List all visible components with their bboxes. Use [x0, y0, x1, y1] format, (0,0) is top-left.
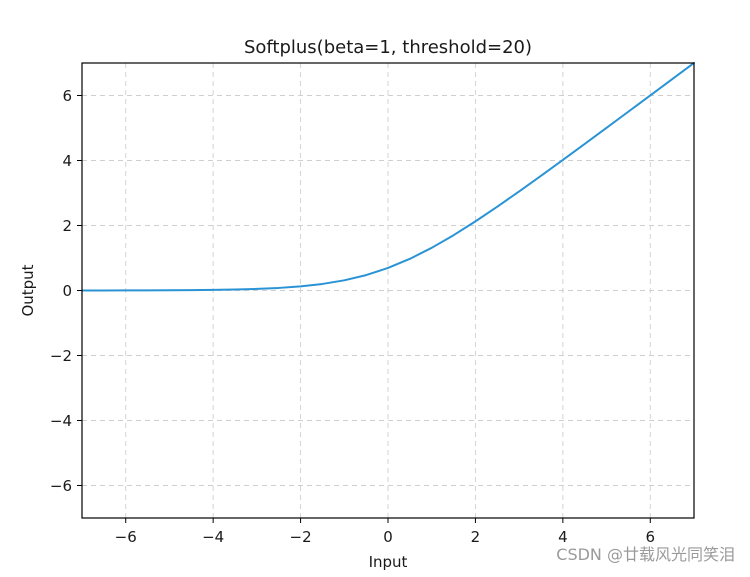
x-tick-label: 6 [646, 528, 656, 546]
x-axis-label: Input [369, 553, 408, 571]
tick-layer: −6 −4 −2 0 2 4 6 −6 −4 −2 0 2 4 6 [50, 87, 655, 546]
chart-title: Softplus(beta=1, threshold=20) [244, 37, 532, 58]
x-tick-label: −6 [115, 528, 137, 546]
x-tick-label: −4 [202, 528, 224, 546]
y-axis-label: Output [19, 264, 37, 316]
x-tick-label: 0 [383, 528, 393, 546]
y-tick-label: 4 [62, 152, 72, 170]
x-tick-label: 2 [471, 528, 481, 546]
y-tick-label: −6 [50, 477, 72, 495]
series-layer [81, 61, 695, 292]
y-tick-label: −2 [50, 347, 72, 365]
y-tick-label: 2 [62, 217, 72, 235]
softplus-curve [81, 61, 695, 292]
y-tick-label: 6 [62, 87, 72, 105]
grid-lines [82, 63, 694, 518]
x-tick-label: −2 [290, 528, 312, 546]
x-tick-label: 4 [558, 528, 568, 546]
y-tick-label: −4 [50, 412, 72, 430]
watermark-text: CSDN @廿载风光同笑泪 [556, 545, 735, 564]
y-tick-label: 0 [62, 282, 72, 300]
